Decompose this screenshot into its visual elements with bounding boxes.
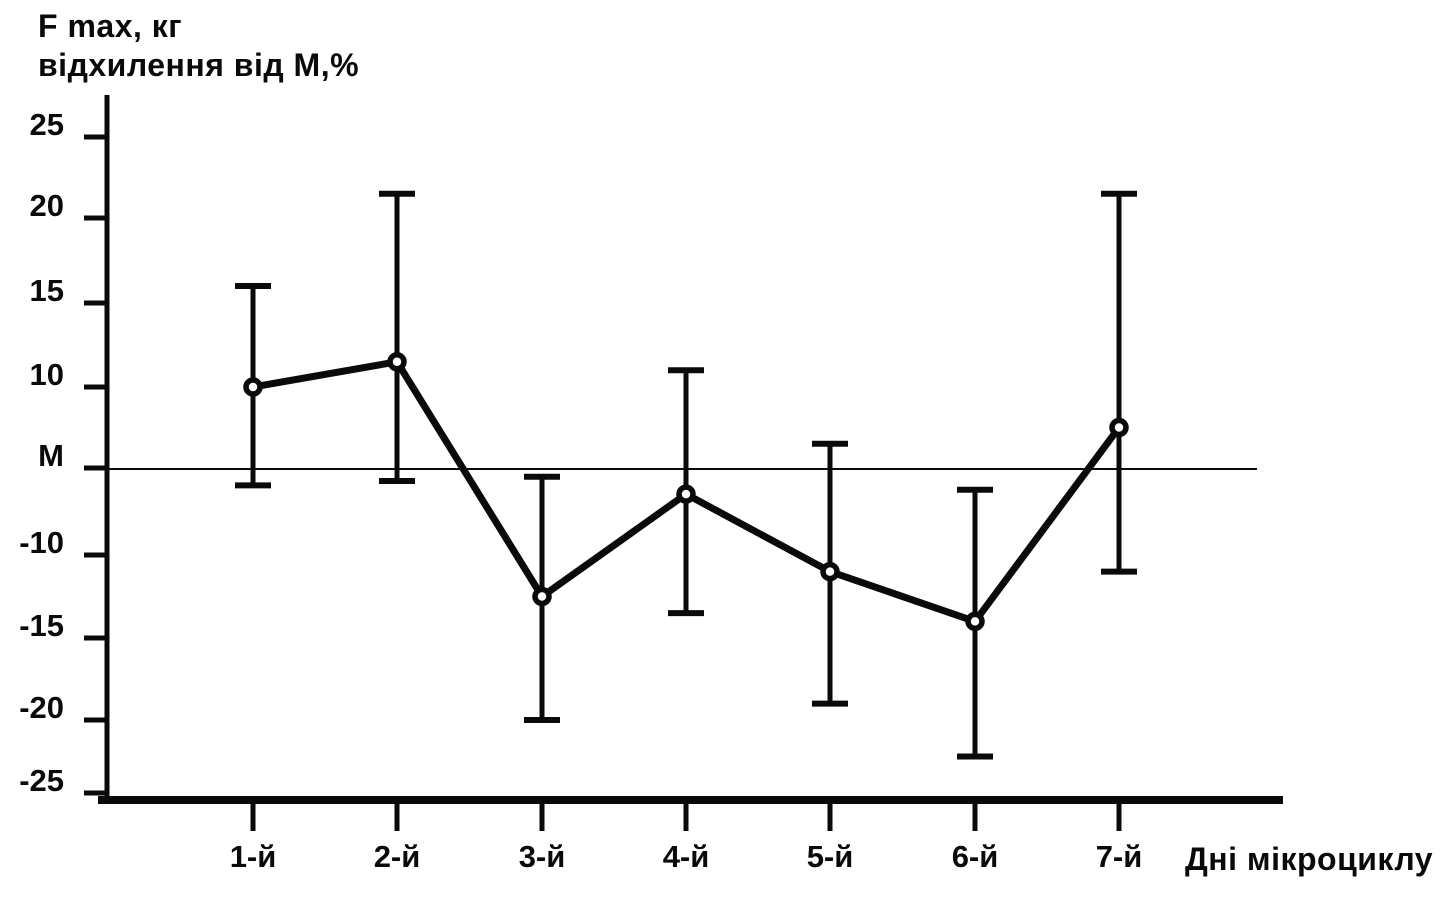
data-point-marker [243,377,263,397]
y-axis-label: -20 [19,690,64,725]
y-axis-label: -25 [19,763,64,798]
data-point-marker [820,561,840,582]
x-axis-label: 1-й [229,839,277,874]
x-axis-title: Дні мікроциклу [1185,841,1434,877]
y-axis-label: -10 [19,525,64,560]
x-axis-label: 2-й [373,839,421,874]
y-axis-label: 20 [29,188,64,223]
data-point-marker [387,352,407,372]
y-axis-label: 25 [29,107,64,142]
y-axis-label: -15 [19,608,64,643]
data-point-marker [965,611,985,632]
x-axis-label: 3-й [518,839,566,874]
chart-title-line1: F max, кг [38,8,183,44]
x-axis-label: 5-й [806,839,854,874]
x-axis-label: 6-й [951,839,999,874]
x-axis-label: 4-й [662,839,710,874]
data-point-marker [676,484,696,504]
x-axis-label: 7-й [1095,839,1143,874]
y-axis-label: 15 [29,273,64,308]
y-axis-label: 10 [29,357,64,392]
data-point-marker [532,586,552,607]
data-point-marker [1109,417,1129,438]
y-axis-label: М [38,438,64,473]
chart-title-line2: відхилення від М,% [38,47,360,83]
